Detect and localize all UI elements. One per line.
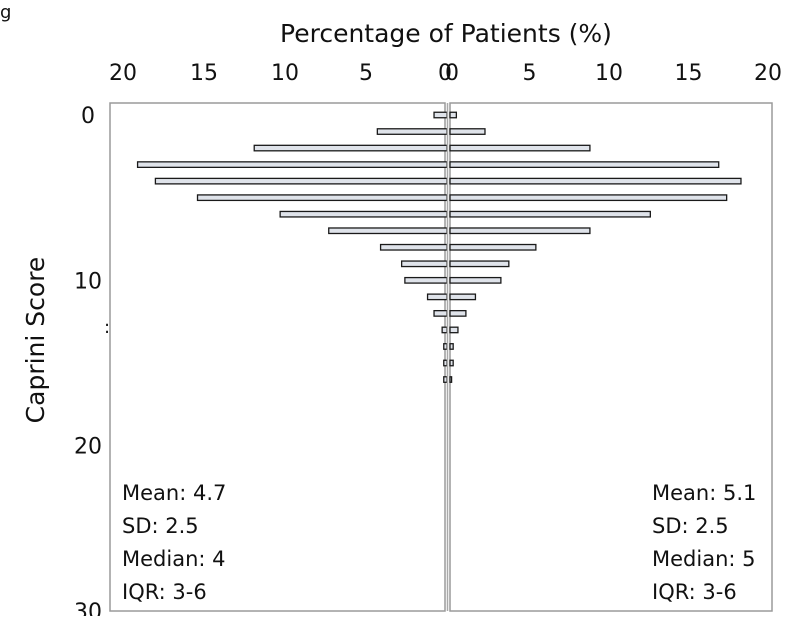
left-bar xyxy=(196,194,448,202)
left-bar xyxy=(426,293,448,301)
left-bar xyxy=(154,177,448,185)
y-tick-label: 30 xyxy=(74,600,102,616)
x-tick-left-label: 10 xyxy=(271,61,299,86)
x-tick-right-label: 15 xyxy=(675,61,703,86)
right-bar xyxy=(449,227,591,235)
left-bar xyxy=(443,359,448,367)
right-bar xyxy=(449,309,467,317)
x-tick-left-label: 5 xyxy=(359,61,373,86)
right-stats-box: Mean: 5.1 SD: 2.5 Median: 5 IQR: 3-6 xyxy=(652,481,756,604)
y-tick-label: 10 xyxy=(74,269,102,294)
left-bar xyxy=(433,309,448,317)
left-bar xyxy=(443,343,448,350)
right-bar xyxy=(449,376,453,383)
right-sd: SD: 2.5 xyxy=(652,514,729,538)
x-tick-right-label: 20 xyxy=(754,61,782,86)
left-bar xyxy=(253,144,448,152)
right-bar xyxy=(449,128,486,135)
left-bar xyxy=(433,111,448,119)
right-bar xyxy=(449,359,454,367)
x-tick-right-label: 10 xyxy=(595,61,623,86)
x-tick-right-label: 0 xyxy=(445,61,459,86)
y-tick-label: 20 xyxy=(74,435,102,460)
x-tick-left-label: 20 xyxy=(109,61,137,86)
right-bar xyxy=(449,161,720,169)
left-bar xyxy=(279,210,448,218)
left-bar xyxy=(443,376,448,383)
right-bar xyxy=(449,111,458,119)
left-median: Median: 4 xyxy=(122,547,226,571)
right-mean: Mean: 5.1 xyxy=(652,481,756,505)
chart-title: Percentage of Patients (%) xyxy=(280,19,612,48)
right-bar xyxy=(449,243,537,251)
right-bar xyxy=(449,177,742,185)
right-bar xyxy=(449,260,510,268)
left-stats-box: Mean: 4.7 SD: 2.5 Median: 4 IQR: 3-6 xyxy=(122,481,226,604)
y-axis: 0 10 20 30 xyxy=(74,104,102,621)
y-axis-label: Caprini Score xyxy=(21,257,50,424)
right-bar xyxy=(449,194,728,202)
x-tick-left-label: 15 xyxy=(190,61,218,86)
right-bar xyxy=(449,293,477,301)
right-bar xyxy=(449,343,454,350)
left-bar xyxy=(379,243,448,251)
left-mean: Mean: 4.7 xyxy=(122,481,226,505)
left-iqr: IQR: 3-6 xyxy=(122,580,207,604)
side-mark: : xyxy=(104,317,110,338)
corner-mark: g xyxy=(0,2,11,23)
x-axis-right: 0 5 10 15 20 xyxy=(445,61,782,86)
right-median: Median: 5 xyxy=(652,547,756,571)
left-panel-frame xyxy=(109,102,446,612)
left-bar xyxy=(136,161,448,169)
left-series xyxy=(136,111,448,383)
left-sd: SD: 2.5 xyxy=(122,514,199,538)
x-tick-left-label: 0 xyxy=(438,61,452,86)
right-panel-frame xyxy=(449,102,773,612)
right-bar xyxy=(449,326,459,334)
left-bar xyxy=(404,276,448,284)
x-axis-left: 20 15 10 5 0 xyxy=(109,61,452,86)
right-bar xyxy=(449,210,651,218)
left-bar xyxy=(400,260,448,268)
left-bar xyxy=(328,227,448,235)
right-iqr: IQR: 3-6 xyxy=(652,580,737,604)
x-tick-right-label: 5 xyxy=(523,61,537,86)
right-bar xyxy=(449,144,591,152)
y-tick-label: 0 xyxy=(81,104,95,129)
left-bar xyxy=(376,128,448,135)
right-bar xyxy=(449,276,502,284)
right-series xyxy=(449,111,742,383)
left-bar xyxy=(441,326,448,334)
